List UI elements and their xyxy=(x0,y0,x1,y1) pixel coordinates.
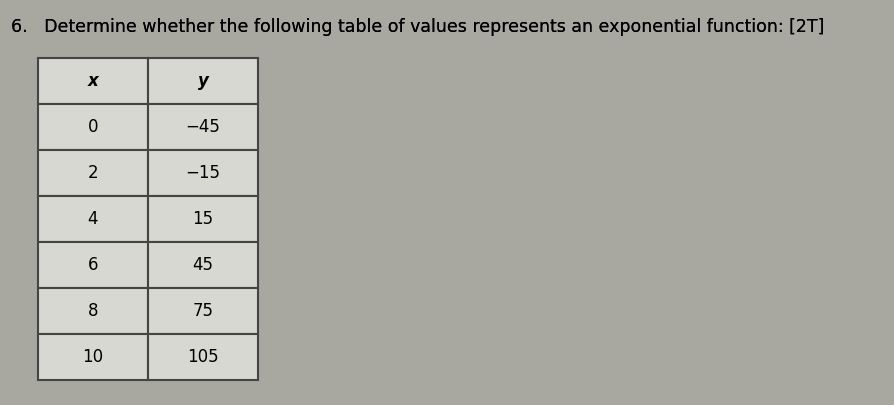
Text: −15: −15 xyxy=(185,164,221,182)
Bar xyxy=(38,288,148,334)
Text: 8: 8 xyxy=(88,302,98,320)
Text: −45: −45 xyxy=(186,118,221,136)
Text: 45: 45 xyxy=(192,256,214,274)
Bar xyxy=(38,196,148,242)
Text: 10: 10 xyxy=(82,348,104,366)
Bar xyxy=(38,242,148,288)
Bar xyxy=(38,58,148,104)
Text: 0: 0 xyxy=(88,118,98,136)
Text: 15: 15 xyxy=(192,210,214,228)
Bar xyxy=(38,334,148,380)
Text: 6.   Determine whether the following table of values represents an exponential f: 6. Determine whether the following table… xyxy=(11,18,824,36)
Text: 4: 4 xyxy=(88,210,98,228)
Bar xyxy=(148,58,258,104)
Bar xyxy=(148,196,258,242)
Text: y: y xyxy=(198,72,208,90)
Text: 6.   Determine whether the following table of values represents an exponential f: 6. Determine whether the following table… xyxy=(11,18,824,36)
Bar xyxy=(148,150,258,196)
Text: 105: 105 xyxy=(187,348,219,366)
Bar xyxy=(38,104,148,150)
Text: 2: 2 xyxy=(88,164,98,182)
Bar xyxy=(148,334,258,380)
Text: 75: 75 xyxy=(192,302,214,320)
Bar xyxy=(148,288,258,334)
Text: 6: 6 xyxy=(88,256,98,274)
Bar xyxy=(148,104,258,150)
Bar xyxy=(38,150,148,196)
Bar xyxy=(148,242,258,288)
Text: x: x xyxy=(88,72,98,90)
